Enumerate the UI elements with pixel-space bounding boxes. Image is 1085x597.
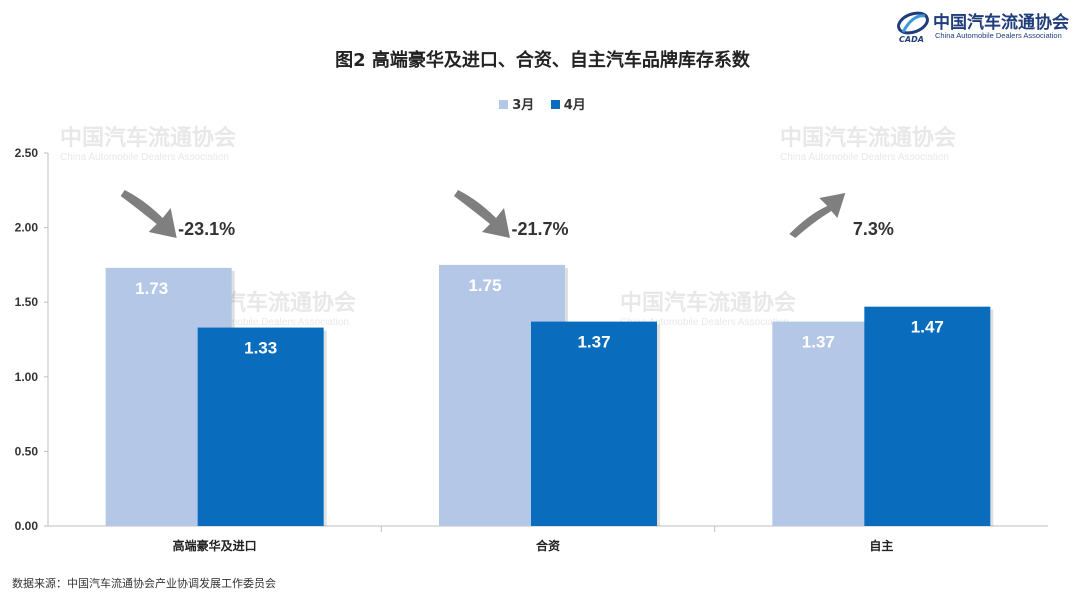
legend: 3月 4月 — [0, 94, 1085, 113]
legend-swatch-march — [499, 100, 509, 109]
y-tick-label: 0.00 — [15, 519, 39, 533]
change-label: -21.7% — [511, 219, 568, 239]
bar-april — [531, 321, 657, 526]
x-tick-label: 合资 — [536, 538, 560, 553]
data-label: 1.47 — [911, 318, 944, 337]
change-label: 7.3% — [853, 219, 894, 239]
y-tick-label: 2.00 — [15, 221, 39, 235]
legend-label-april: 4月 — [563, 98, 586, 113]
change-label: -23.1% — [178, 219, 235, 239]
down-arrow-icon — [454, 190, 510, 238]
logo-mark: CADA — [899, 35, 924, 44]
logo-title-en: China Automobile Dealers Association — [935, 31, 1062, 40]
logo-title-cn: 中国汽车流通协会 — [933, 13, 1069, 33]
data-label: 1.73 — [135, 279, 168, 298]
bar-april — [197, 327, 324, 526]
y-tick-label: 1.50 — [15, 295, 39, 309]
down-arrow-icon — [120, 190, 177, 238]
x-tick-label: 自主 — [869, 538, 893, 553]
legend-item-march: 3月 — [499, 94, 534, 113]
data-label: 1.75 — [468, 276, 501, 295]
data-label: 1.37 — [802, 333, 835, 352]
legend-swatch-april — [550, 100, 560, 109]
source-note: 数据来源：中国汽车流通协会产业协调发展工作委员会 — [12, 577, 276, 590]
x-tick-label: 高端豪华及进口 — [173, 538, 257, 553]
chart-title: 图2 高端豪华及进口、合资、自主汽车品牌库存系数 — [335, 50, 750, 71]
up-arrow-icon — [789, 193, 846, 238]
data-label: 1.37 — [577, 333, 610, 352]
legend-item-april: 4月 — [550, 94, 586, 113]
cada-logo-icon: CADA — [897, 11, 929, 44]
y-tick-label: 1.00 — [15, 370, 39, 384]
bar-april — [864, 306, 991, 526]
legend-label-march: 3月 — [512, 98, 535, 113]
data-label: 1.33 — [244, 339, 277, 358]
y-tick-label: 0.50 — [15, 444, 39, 458]
cada-logo: CADA 中国汽车流通协会 China Automobile Dealers A… — [895, 6, 1075, 46]
y-tick-label: 2.50 — [15, 146, 39, 160]
